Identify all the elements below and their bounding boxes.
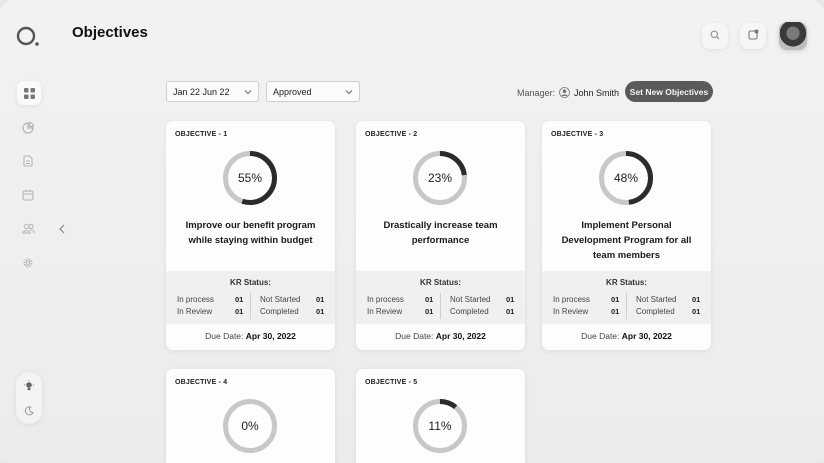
light-mode-bulb-icon[interactable] xyxy=(22,379,36,393)
progress-donut xyxy=(599,151,653,205)
kr-completed-count: 01 xyxy=(506,307,515,316)
kr-not-started-label: Not Started xyxy=(636,295,677,304)
objective-label: OBJECTIVE - 5 xyxy=(365,379,418,386)
objective-label: OBJECTIVE - 4 xyxy=(175,379,228,386)
kr-status-title: KR Status: xyxy=(230,278,271,287)
calendar-icon[interactable] xyxy=(19,186,37,204)
document-icon[interactable] xyxy=(19,152,37,170)
pie-chart-icon[interactable] xyxy=(19,119,37,137)
kr-not-started-count: 01 xyxy=(692,295,701,304)
manager-name: John Smith xyxy=(574,87,620,98)
kr-status-panel: KR Status: In process 01 In Review 01 Not Sta… xyxy=(542,271,711,324)
objective-card[interactable]: OBJECTIVE - 3 48% Implement Personal Devel… xyxy=(542,121,711,350)
kr-in-review-label: In Review xyxy=(553,307,589,316)
progress-donut xyxy=(413,151,467,205)
kr-in-process-label: In process xyxy=(177,295,214,304)
sidebar xyxy=(0,0,58,463)
objective-title: Drastically increase team performance xyxy=(383,220,498,246)
objective-label: OBJECTIVE - 1 xyxy=(175,131,228,138)
kr-status-panel: KR Status: In process 01 In Review 01 Not Sta… xyxy=(166,271,335,324)
sidebar-collapse-chevron-icon[interactable] xyxy=(57,222,67,236)
kr-not-started-label: Not Started xyxy=(260,295,301,304)
due-date: Due Date: Apr 30, 2022 xyxy=(205,331,296,341)
progress-arc xyxy=(413,151,467,205)
due-date: Due Date: Apr 30, 2022 xyxy=(581,331,672,341)
settings-gear-icon[interactable] xyxy=(19,254,37,272)
progress-percent: 55% xyxy=(237,171,263,185)
page-title: Objectives xyxy=(72,24,148,41)
avatar[interactable] xyxy=(779,22,807,50)
kr-status-title: KR Status: xyxy=(606,278,647,287)
kr-completed-label: Completed xyxy=(260,307,299,316)
kr-in-process-count: 01 xyxy=(611,295,620,304)
kr-in-review-count: 01 xyxy=(425,307,434,316)
progress-percent: 23% xyxy=(427,171,453,185)
objective-card[interactable]: OBJECTIVE - 2 23% Drastically increase tea… xyxy=(356,121,525,350)
progress-percent: 11% xyxy=(428,419,452,433)
progress-arc xyxy=(413,399,467,453)
kr-in-process-label: In process xyxy=(553,295,590,304)
kr-not-started-label: Not Started xyxy=(450,295,491,304)
progress-donut xyxy=(223,399,277,453)
objective-title: Implement Personal Development Program f… xyxy=(561,220,692,261)
users-icon[interactable] xyxy=(19,219,37,237)
kr-status-title: KR Status: xyxy=(420,278,461,287)
kr-completed-label: Completed xyxy=(450,307,489,316)
progress-track xyxy=(223,399,277,453)
logo-ring-icon xyxy=(16,25,40,47)
date-range-select[interactable]: Jan 22 Jun 22 xyxy=(166,81,259,102)
status-value: Approved xyxy=(273,86,312,97)
dark-mode-moon-icon[interactable] xyxy=(22,404,36,418)
kr-divider xyxy=(440,293,441,319)
search-icon xyxy=(710,27,720,45)
theme-switcher xyxy=(16,372,42,424)
set-new-objectives-button[interactable]: Set New Objectives xyxy=(625,81,713,102)
notification-icon xyxy=(748,27,759,45)
progress-percent: 48% xyxy=(613,171,639,185)
objective-title: Improve our benefit program while stayin… xyxy=(185,220,316,246)
user-icon xyxy=(559,87,570,98)
kr-in-review-label: In Review xyxy=(177,307,213,316)
manager-label: Manager: xyxy=(517,87,556,98)
search-button[interactable] xyxy=(702,23,728,49)
progress-arc xyxy=(223,151,277,205)
kr-in-process-count: 01 xyxy=(425,295,434,304)
objective-label: OBJECTIVE - 3 xyxy=(551,131,604,138)
notification-button[interactable] xyxy=(740,23,766,49)
objective-card[interactable]: OBJECTIVE - 4 0% xyxy=(166,369,335,463)
chevron-down-icon xyxy=(244,88,252,96)
kr-not-started-count: 01 xyxy=(316,295,325,304)
dashboard-grid-icon[interactable] xyxy=(17,81,41,105)
kr-not-started-count: 01 xyxy=(506,295,515,304)
kr-in-review-count: 01 xyxy=(235,307,244,316)
kr-completed-count: 01 xyxy=(316,307,325,316)
objective-label: OBJECTIVE - 2 xyxy=(365,131,418,138)
kr-divider xyxy=(626,293,627,319)
progress-donut xyxy=(413,399,467,453)
kr-in-review-label: In Review xyxy=(367,307,403,316)
manager-info: Manager: John Smith xyxy=(517,87,619,98)
chevron-down-icon xyxy=(345,88,353,96)
kr-in-process-label: In process xyxy=(367,295,404,304)
due-date: Due Date: Apr 30, 2022 xyxy=(395,331,486,341)
objective-card[interactable]: OBJECTIVE - 1 55% Improve our benefit prog… xyxy=(166,121,335,350)
progress-percent: 0% xyxy=(241,419,259,433)
kr-in-review-count: 01 xyxy=(611,307,620,316)
objective-card[interactable]: OBJECTIVE - 5 11% xyxy=(356,369,525,463)
progress-arc xyxy=(599,151,653,205)
status-select[interactable]: Approved xyxy=(266,81,360,102)
date-range-value: Jan 22 Jun 22 xyxy=(173,86,230,97)
kr-completed-label: Completed xyxy=(636,307,675,316)
progress-donut xyxy=(223,151,277,205)
kr-status-panel: KR Status: In process 01 In Review 01 Not Sta… xyxy=(356,271,525,324)
kr-in-process-count: 01 xyxy=(235,295,244,304)
kr-divider xyxy=(250,293,251,319)
kr-completed-count: 01 xyxy=(692,307,701,316)
